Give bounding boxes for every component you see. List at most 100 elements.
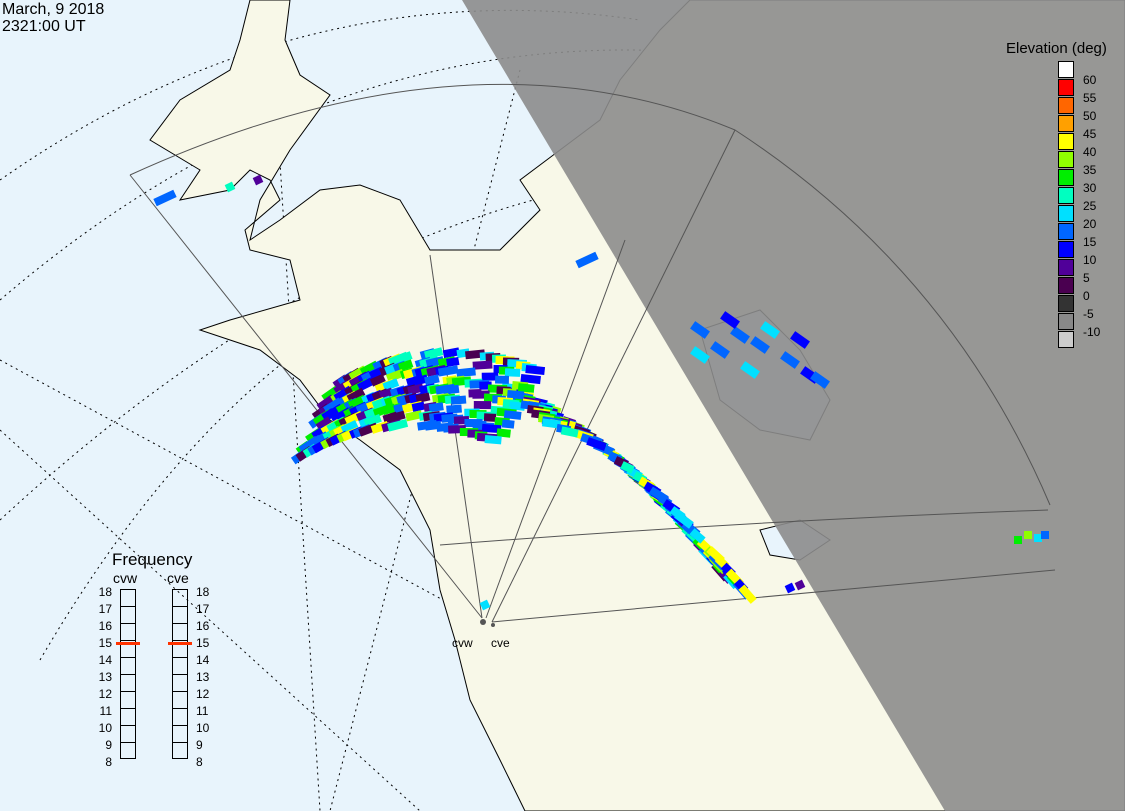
scatter-cell: [442, 347, 460, 359]
scatter-cell: [780, 351, 800, 369]
frequency-tick: 13: [98, 670, 112, 684]
frequency-tick: 11: [99, 704, 112, 718]
scatter-cell: [690, 346, 710, 364]
scatter-cell: [363, 414, 382, 428]
scatter-cell: [315, 416, 333, 432]
scatter-cell: [794, 579, 806, 591]
scatter-cell: [340, 420, 359, 435]
scatter-cell: [483, 413, 497, 422]
scatter-cell: [481, 372, 499, 381]
legend-swatch: [1058, 151, 1074, 168]
scatter-cell: [411, 401, 426, 412]
legend-swatch: [1058, 313, 1074, 330]
frequency-tick: 15: [196, 636, 210, 650]
scatter-cell: [415, 392, 431, 404]
legend-tick: 50: [1083, 109, 1097, 123]
scatter-cell: [472, 360, 493, 370]
scatter-cell: [316, 394, 336, 412]
scatter-cell: [620, 461, 635, 474]
scatter-cell: [720, 311, 740, 329]
frequency-tick: 12: [196, 687, 210, 701]
fov-outer-arc: [129, 83, 1051, 506]
frequency-tick: 13: [196, 670, 210, 684]
fov-edge: [485, 239, 626, 619]
fov-edge: [491, 569, 1056, 623]
legend-tick: 55: [1083, 91, 1097, 105]
legend-tick: 15: [1083, 235, 1097, 249]
scatter-cell: [442, 384, 460, 395]
scatter-cell: [740, 361, 760, 379]
fov-range-arc: [439, 509, 1049, 546]
scatter-cell: [252, 174, 264, 186]
frequency-tick: 8: [196, 755, 203, 769]
frequency-tick: 12: [98, 687, 112, 701]
scatter-cell: [387, 419, 409, 432]
scatter-cell: [517, 383, 535, 393]
frequency-tick: 17: [98, 602, 112, 616]
scatter-cell: [424, 374, 440, 386]
frequency-tick: 15: [98, 636, 112, 650]
scatter-cell: [730, 326, 750, 344]
time-label: 2321:00 UT: [2, 18, 86, 35]
scatter-cell: [674, 511, 694, 529]
frequency-tick: 18: [98, 585, 112, 599]
scatter-cell: [386, 410, 406, 424]
scatter-cell: [750, 336, 770, 354]
meridian: [0, 429, 421, 811]
scatter-cells: [153, 174, 1049, 611]
scatter-cell: [473, 401, 492, 410]
scatter-cell: [784, 582, 796, 594]
frequency-tick: 11: [196, 704, 209, 718]
scatter-cell: [495, 375, 510, 384]
legend-swatch: [1058, 61, 1074, 78]
frequency-bar-cvw: [120, 589, 136, 759]
site-cvw-marker: [480, 619, 486, 625]
scatter-cell: [689, 528, 706, 544]
frequency-marker-cve: [168, 642, 192, 646]
scatter-cell: [1014, 536, 1022, 544]
scatter-cell: [503, 410, 522, 420]
legend-tick: 20: [1083, 217, 1097, 231]
frequency-tick: 10: [98, 721, 112, 735]
legend-tick: 5: [1083, 271, 1090, 285]
scatter-cell: [369, 373, 386, 387]
frequency-tick: 14: [98, 653, 112, 667]
legend-tick: 30: [1083, 181, 1097, 195]
scatter-cell: [738, 584, 757, 604]
legend-swatch: [1058, 169, 1074, 186]
fov-edge: [491, 129, 736, 623]
legend-tick: 60: [1083, 73, 1097, 87]
legend-tick: 0: [1083, 289, 1090, 303]
legend-tick: 25: [1083, 199, 1097, 213]
scatter-cell: [541, 418, 561, 429]
legend-swatch: [1058, 259, 1074, 276]
legend-tick: -5: [1083, 307, 1094, 321]
frequency-tick: 18: [196, 585, 210, 599]
legend-swatch: [1058, 295, 1074, 312]
legend-tick: 40: [1083, 145, 1097, 159]
scatter-cell: [428, 402, 444, 413]
scatter-cell: [456, 367, 476, 378]
legend-swatch: [1058, 331, 1074, 348]
scatter-cell: [153, 189, 177, 207]
scatter-cell: [790, 331, 810, 349]
freq-label-cvw: cvw: [113, 570, 138, 586]
legend-swatch: [1058, 223, 1074, 240]
legend-swatch: [1058, 133, 1074, 150]
frequency-tick: 16: [98, 619, 112, 633]
scatter-cell: [575, 251, 599, 269]
legend-swatch: [1058, 205, 1074, 222]
scatter-cell: [479, 599, 491, 611]
frequency-tick: 16: [196, 619, 210, 633]
fov-edge: [129, 174, 483, 619]
scatter-cell: [378, 387, 394, 400]
scatter-cell: [504, 368, 521, 377]
meridian: [329, 69, 521, 811]
scatter-cell: [224, 181, 236, 193]
site-label-cvw: cvw: [452, 636, 473, 650]
scatter-cell: [423, 347, 444, 360]
scatter-cell: [506, 389, 525, 400]
scatter-cell: [405, 410, 423, 422]
scatter-cell: [385, 368, 405, 383]
scatter-cell: [450, 395, 467, 405]
